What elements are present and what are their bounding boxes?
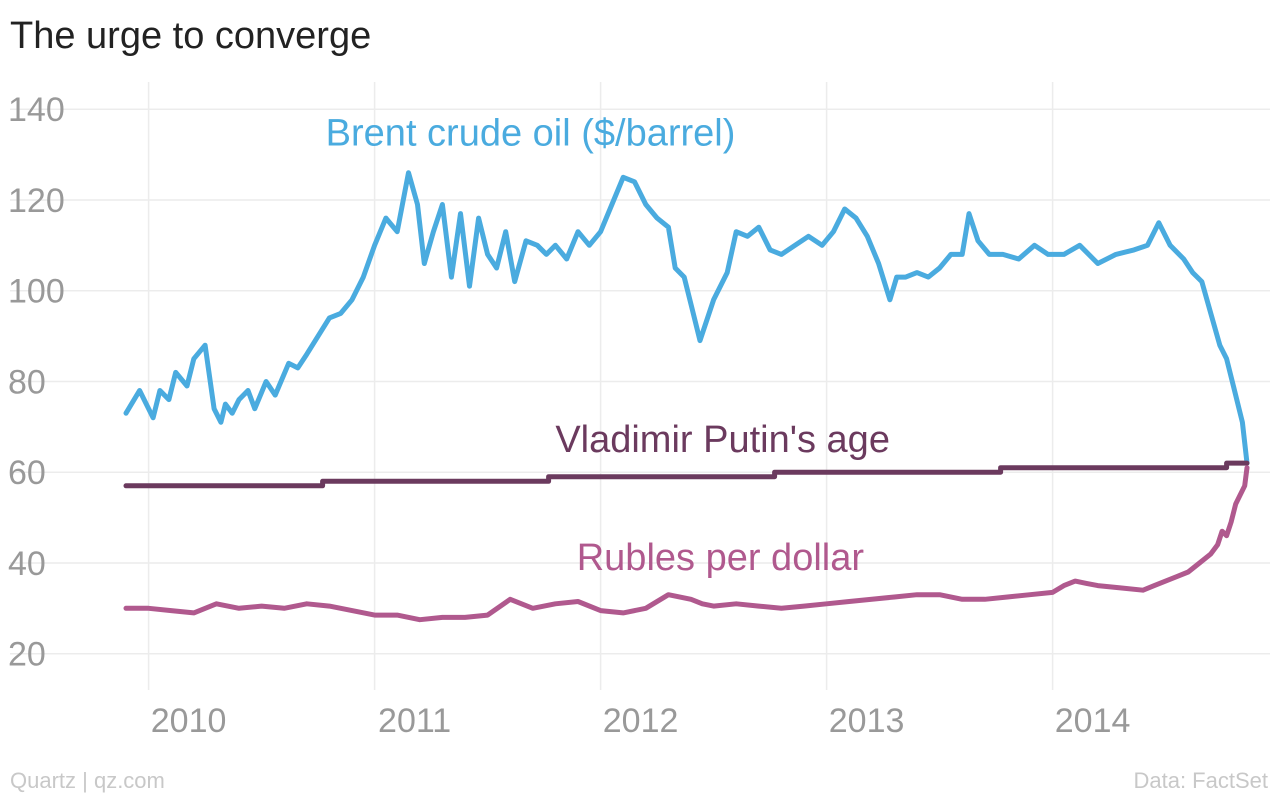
label-layer: Brent crude oil ($/barrel) Vladimir Putin… <box>326 113 890 579</box>
series-line-rubles-per-dollar <box>123 465 1250 623</box>
series-label-brent-crude-oil-barrel: Brent crude oil ($/barrel) <box>326 113 736 155</box>
source-credit: Quartz | qz.com <box>10 768 165 793</box>
axis-layer: 20 40 60 80 100 120 140 2010 2011 2012 2013 2014 <box>8 91 1130 740</box>
x-tick-label-2012: 2012 <box>603 702 679 740</box>
chart-title: The urge to converge <box>10 15 372 57</box>
data-source: Data: FactSet <box>1133 768 1268 793</box>
y-tick-label-40: 40 <box>8 545 46 583</box>
series-layer <box>123 170 1250 623</box>
y-tick-label-80: 80 <box>8 363 46 401</box>
y-tick-label-140: 140 <box>8 91 65 129</box>
x-tick-label-2014: 2014 <box>1055 702 1131 740</box>
x-tick-label-2013: 2013 <box>829 702 905 740</box>
y-tick-label-20: 20 <box>8 636 46 674</box>
grid-layer <box>10 82 1270 690</box>
series-label-vladimir-putin-s-age: Vladimir Putin's age <box>555 419 890 461</box>
series-label-rubles-per-dollar: Rubles per dollar <box>577 537 865 579</box>
y-tick-label-60: 60 <box>8 454 46 492</box>
y-tick-label-100: 100 <box>8 273 65 311</box>
y-tick-label-120: 120 <box>8 182 65 220</box>
series-line-brent-crude-oil-barrel <box>123 170 1250 466</box>
series-line-vladimir-putin-s-age <box>123 460 1250 489</box>
x-tick-label-2011: 2011 <box>378 702 451 740</box>
x-tick-label-2010: 2010 <box>151 702 227 740</box>
